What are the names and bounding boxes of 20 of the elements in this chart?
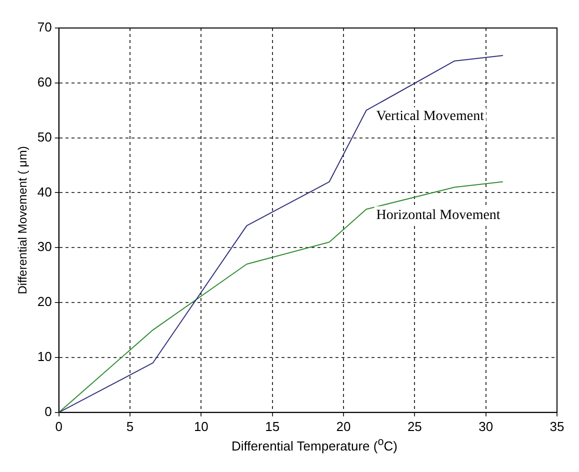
y-tick-label: 20 (37, 294, 52, 310)
x-tick-label: 5 (126, 418, 134, 434)
y-tick-label: 50 (37, 129, 52, 144)
x-tick-label: 15 (265, 418, 280, 434)
y-tick-label: 10 (37, 349, 52, 364)
y-tick-label: 60 (37, 74, 52, 90)
series-label: Vertical Movement (376, 109, 484, 124)
y-axis-title: Differential Movement ( μm) (16, 146, 30, 294)
x-tick-label: 30 (478, 418, 494, 434)
y-tick-label: 70 (37, 20, 52, 35)
y-tick-label: 0 (44, 404, 52, 419)
x-tick-label: 25 (407, 418, 422, 434)
x-axis-title: Differential Temperature ($^{o}$C) (230, 436, 398, 454)
x-tick-label: 20 (336, 418, 351, 434)
x-tick-label: 0 (55, 418, 62, 434)
x-tick-label: 10 (194, 418, 208, 434)
series-label: Horizontal Movement (376, 208, 500, 223)
y-tick-label: 40 (37, 184, 52, 200)
x-tick-label: 35 (550, 418, 564, 434)
y-tick-label: 30 (37, 239, 52, 254)
